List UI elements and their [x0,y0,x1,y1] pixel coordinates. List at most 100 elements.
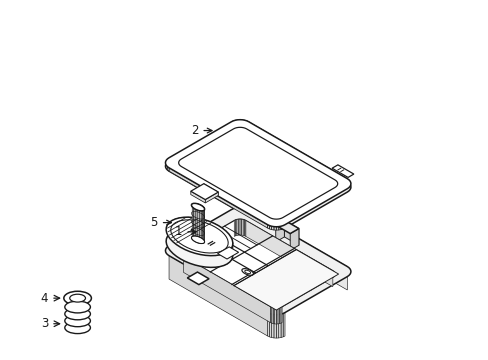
Polygon shape [281,226,283,230]
Polygon shape [231,246,232,260]
Polygon shape [203,208,204,242]
Polygon shape [269,314,271,338]
Text: 4: 4 [41,292,48,305]
Polygon shape [187,272,209,285]
Polygon shape [248,210,346,290]
Polygon shape [267,225,269,229]
Polygon shape [235,220,237,236]
Ellipse shape [65,301,90,313]
Polygon shape [188,217,193,229]
Polygon shape [244,120,246,124]
Polygon shape [203,210,204,243]
Polygon shape [283,312,285,337]
Polygon shape [193,217,198,230]
Polygon shape [273,227,276,230]
Polygon shape [224,252,226,266]
Polygon shape [181,219,335,308]
Polygon shape [233,249,338,310]
Polygon shape [242,269,253,275]
Polygon shape [284,220,298,245]
Ellipse shape [65,322,90,334]
Polygon shape [274,308,276,324]
Polygon shape [233,208,235,232]
Polygon shape [201,205,203,239]
Polygon shape [193,203,195,236]
Polygon shape [244,208,246,232]
Polygon shape [281,314,283,338]
Polygon shape [246,209,248,233]
Polygon shape [275,220,298,234]
Polygon shape [279,307,280,324]
Polygon shape [331,165,353,177]
Polygon shape [290,229,298,250]
Polygon shape [228,234,230,249]
Polygon shape [280,307,282,323]
Polygon shape [240,219,241,235]
Polygon shape [275,220,284,242]
Polygon shape [267,312,269,337]
Polygon shape [199,204,201,238]
Polygon shape [235,208,237,231]
Polygon shape [225,231,228,246]
Ellipse shape [65,315,90,327]
Polygon shape [183,217,188,229]
Polygon shape [226,251,229,264]
Polygon shape [190,184,218,199]
Polygon shape [231,209,233,233]
Polygon shape [248,122,346,182]
Polygon shape [273,315,276,338]
Polygon shape [197,204,199,237]
Polygon shape [203,220,208,233]
Polygon shape [233,120,235,124]
Polygon shape [269,226,271,230]
Ellipse shape [64,291,91,305]
Polygon shape [202,211,203,243]
Polygon shape [191,203,204,211]
Polygon shape [183,257,270,323]
Polygon shape [234,220,235,237]
Polygon shape [169,168,267,228]
Polygon shape [192,203,193,237]
Polygon shape [179,217,183,230]
Polygon shape [208,221,213,235]
Text: 3: 3 [41,317,48,330]
Polygon shape [271,314,273,338]
Polygon shape [346,179,348,183]
Polygon shape [231,121,233,125]
Polygon shape [271,307,273,324]
Polygon shape [270,307,271,323]
Polygon shape [245,221,332,287]
Polygon shape [230,237,232,252]
Ellipse shape [70,294,85,302]
Polygon shape [237,219,238,235]
Polygon shape [195,203,197,236]
Polygon shape [276,227,278,230]
Polygon shape [175,218,179,231]
Text: 5: 5 [150,216,171,229]
Polygon shape [203,184,218,195]
Polygon shape [278,226,281,230]
Polygon shape [178,127,337,219]
Polygon shape [167,167,169,171]
Polygon shape [246,121,248,125]
Polygon shape [276,315,278,338]
Polygon shape [243,220,244,236]
Polygon shape [240,208,242,231]
Polygon shape [172,219,175,232]
Polygon shape [169,256,267,336]
Polygon shape [278,314,281,338]
Polygon shape [166,229,232,267]
Polygon shape [191,236,204,244]
Polygon shape [205,192,218,203]
Polygon shape [242,120,244,123]
Polygon shape [237,120,240,123]
Polygon shape [190,191,205,203]
Polygon shape [218,225,222,240]
Polygon shape [170,220,228,253]
Polygon shape [277,308,279,324]
Polygon shape [242,208,244,231]
Ellipse shape [65,308,90,320]
Polygon shape [165,123,350,230]
Polygon shape [283,225,285,229]
Polygon shape [276,308,277,324]
